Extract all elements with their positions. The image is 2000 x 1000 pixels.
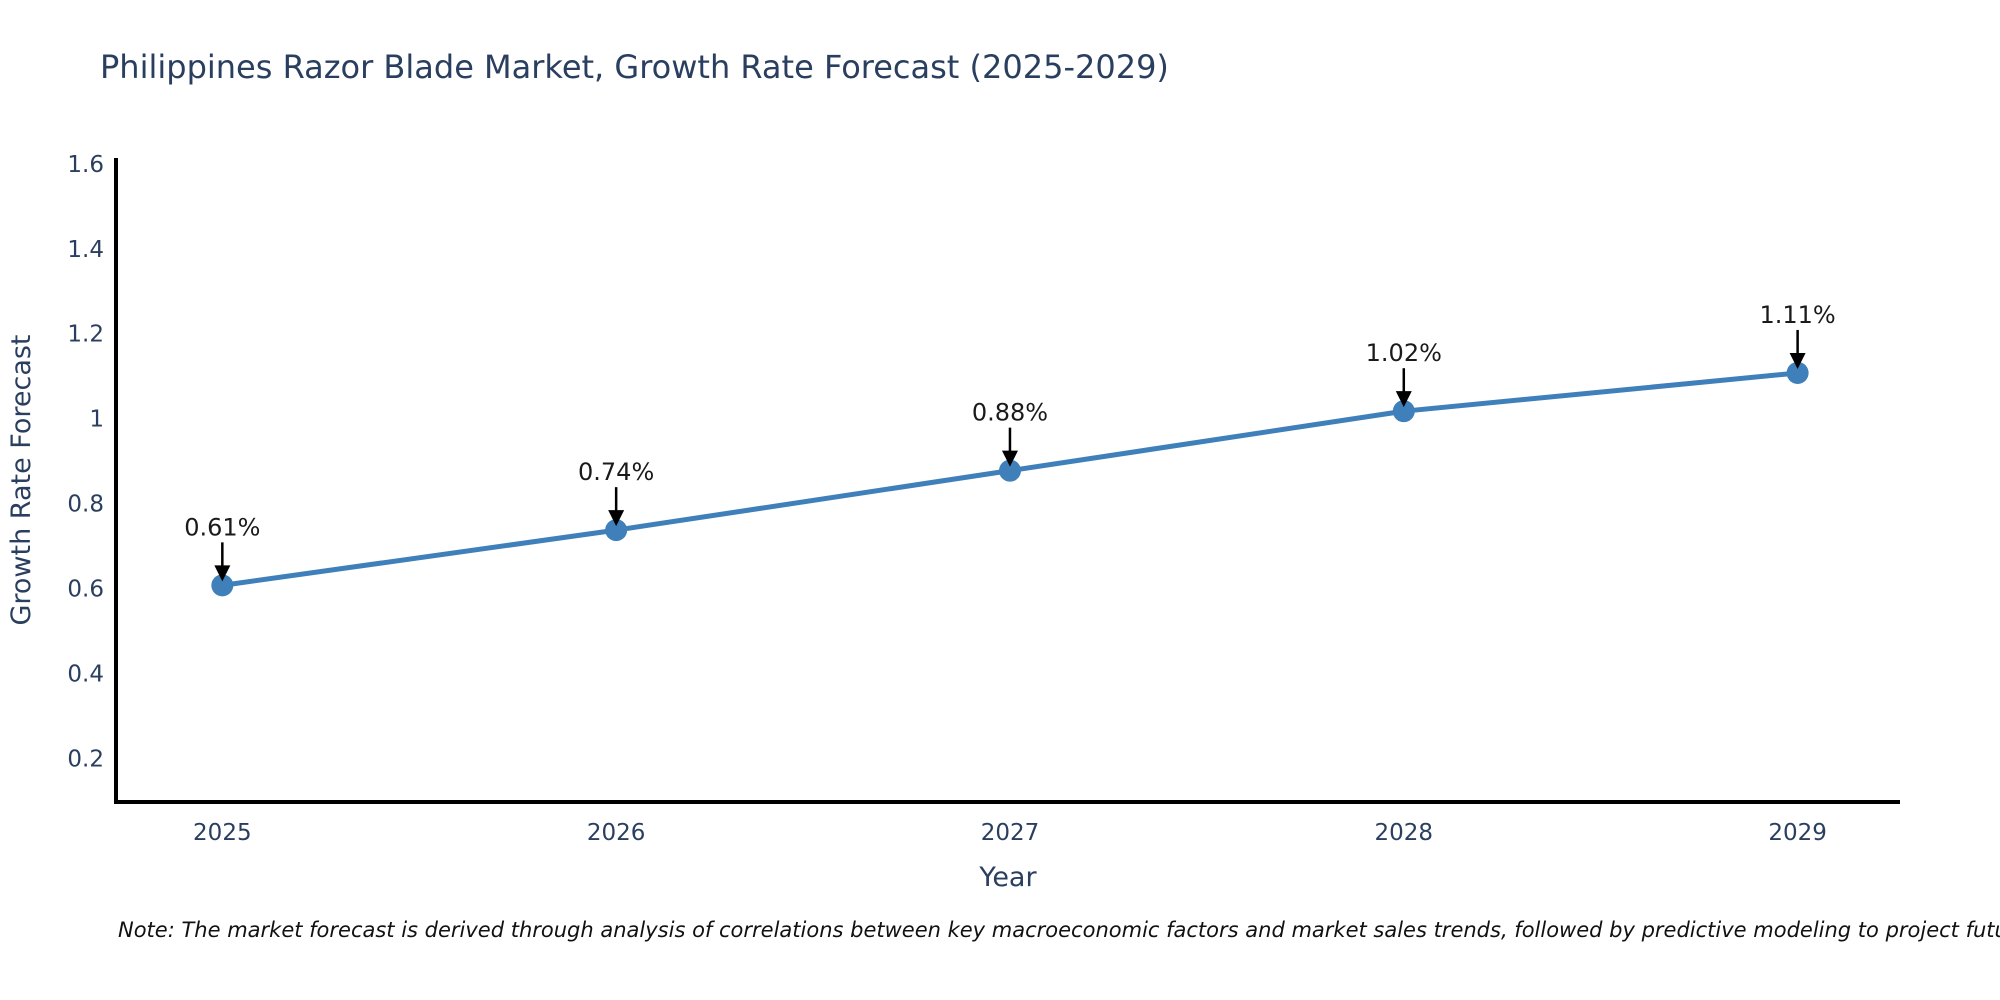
annotation-arrow-head: [214, 565, 231, 582]
annotation-label: 1.11%: [1759, 301, 1835, 329]
annotation-label: 1.02%: [1366, 339, 1442, 367]
data-point-2025: [211, 574, 234, 597]
annotation-arrow-head: [608, 510, 625, 527]
y-tick-label: 1.4: [67, 237, 104, 263]
chart-title: Philippines Razor Blade Market, Growth R…: [100, 48, 1169, 86]
annotation-arrow-head: [1001, 450, 1018, 467]
y-tick-label: 0.8: [67, 492, 104, 518]
x-tick-label: 2027: [981, 820, 1040, 846]
y-tick-label: 0.2: [67, 747, 104, 773]
annotation-arrow-head: [1395, 391, 1412, 408]
data-point-2028: [1392, 400, 1415, 423]
y-tick-label: 0.6: [67, 577, 104, 603]
footnote: Note: The market forecast is derived thr…: [118, 918, 2000, 942]
y-axis-title: Growth Rate Forecast: [6, 334, 37, 625]
data-point-2029: [1786, 361, 1809, 384]
data-point-2027: [998, 459, 1021, 482]
x-tick-label: 2025: [193, 820, 252, 846]
annotation-arrow-head: [1789, 352, 1806, 369]
y-tick-label: 1: [89, 407, 104, 433]
annotation-label: 0.61%: [184, 513, 260, 541]
y-tick-label: 1.2: [67, 322, 104, 348]
annotation-label: 0.88%: [972, 399, 1048, 427]
y-tick-label: 0.4: [67, 662, 104, 688]
annotation-label: 0.74%: [578, 458, 654, 486]
x-tick-label: 2026: [587, 820, 646, 846]
y-tick-label: 1.6: [67, 152, 104, 178]
x-tick-label: 2029: [1768, 820, 1827, 846]
data-point-2026: [605, 519, 628, 542]
x-tick-label: 2028: [1375, 820, 1434, 846]
x-axis-title: Year: [978, 862, 1037, 893]
